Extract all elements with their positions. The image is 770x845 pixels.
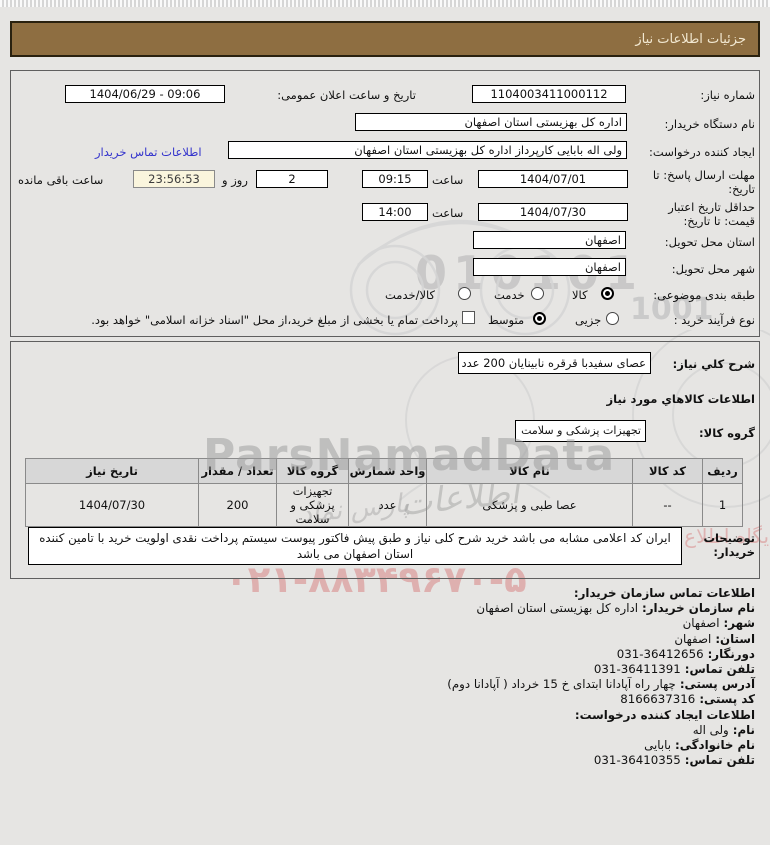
delivery-city-input[interactable]: اصفهان (473, 258, 626, 276)
radio-service[interactable] (531, 287, 544, 300)
treasury-payment-checkbox[interactable] (462, 311, 475, 324)
buyer-contact-link[interactable]: اطلاعات تماس خریدار (95, 145, 202, 159)
remaining-days-label: روز و (222, 173, 248, 187)
reply-deadline-label: مهلت ارسال پاسخ: تا تاریخ: (652, 168, 755, 196)
overall-need-input[interactable]: عصای سفیدبا قرقره نابینایان 200 عدد (458, 352, 651, 374)
need-info-panel (10, 70, 760, 337)
announce-datetime-label: تاریخ و ساعت اعلان عمومی: (277, 88, 416, 102)
cell-unit: عدد (348, 483, 427, 527)
need-number-label: شماره نیاز: (700, 88, 755, 102)
items-table-header-row: ردیف کد کالا نام کالا واحد شمارش گروه کا… (25, 458, 743, 484)
delivery-province-input[interactable]: اصفهان (473, 231, 626, 249)
contact-line: تلفن تماس:36410355-031 (593, 753, 755, 768)
price-validity-time-label: ساعت (432, 206, 464, 220)
radio-medium-label: متوسط (488, 313, 525, 327)
contact-line: شهر:اصفهان (682, 616, 755, 631)
request-creator-input[interactable]: ولی اله بابایی کارپرداز اداره کل بهزیستی… (228, 141, 627, 159)
buyer-org-label: نام دستگاه خریدار: (664, 117, 755, 131)
reply-deadline-date-input[interactable]: 1404/07/01 (478, 170, 628, 188)
col-item-code: کد کالا (632, 458, 703, 484)
reply-deadline-time-label: ساعت (432, 173, 464, 187)
goods-group-input[interactable]: تجهیزات پزشکی و سلامت (515, 420, 646, 442)
contact-line: تلفن تماس:36411391-031 (593, 662, 755, 677)
contact-line: نام سازمان خریدار:اداره کل بهزیستی استان… (476, 601, 755, 616)
price-validity-label: حداقل تاریخ اعتبار قیمت: تا تاریخ: (668, 200, 755, 228)
contact-line: استان:اصفهان (674, 631, 755, 646)
page-title: جزئیات اطلاعات نیاز (10, 21, 760, 57)
contact-line: کد پستی:8166637316 (620, 692, 755, 707)
buyer-notes-label: توضیحات خریدار: (703, 531, 756, 559)
col-item-name: نام کالا (426, 458, 633, 484)
buyer-notes-box[interactable]: ایران کد اعلامی مشابه می باشد خرید شرح ک… (28, 527, 682, 565)
contact-line: نام:ولی اله (692, 722, 755, 737)
items-table: ردیف کد کالا نام کالا واحد شمارش گروه کا… (25, 458, 743, 527)
overall-need-label: شرح کلي نیاز: (672, 357, 755, 371)
countdown-box: 23:56:53 (133, 170, 215, 188)
radio-goods[interactable] (601, 287, 614, 300)
cell-item-code: -- (632, 483, 703, 527)
creator-contact-heading: اطلاعات ایجاد کننده درخواست: (574, 707, 755, 722)
radio-medium[interactable] (533, 312, 546, 325)
col-row-number: ردیف (702, 458, 743, 484)
cell-row-number: 1 (702, 483, 743, 527)
delivery-province-label: استان محل تحویل: (664, 235, 755, 249)
col-quantity: تعداد / مقدار (198, 458, 277, 484)
goods-group-label: گروه کالا: (699, 426, 755, 440)
contact-line: آدرس پستی:چهار راه آپادانا ابتدای خ 15 خ… (447, 677, 755, 692)
process-type-label: نوع فرآیند خرید : (673, 313, 755, 327)
col-need-date: تاریخ نیاز (25, 458, 199, 484)
delivery-city-label: شهر محل تحویل: (671, 262, 755, 276)
cell-item-name: عصا طبی و پزشکی (426, 483, 633, 527)
col-unit: واحد شمارش (348, 458, 427, 484)
radio-service-label: خدمت (494, 288, 525, 302)
remaining-days-input[interactable]: 2 (256, 170, 328, 188)
category-label: طبقه بندی موضوعی: (653, 288, 755, 302)
contact-info-block: اطلاعات تماس سازمان خریدار: نام سازمان خ… (15, 586, 755, 768)
radio-goods-label: کالا (572, 288, 588, 302)
radio-goods-service[interactable] (458, 287, 471, 300)
radio-goods-service-label: کالا/خدمت (385, 288, 436, 302)
items-heading: اطلاعات کالاهاي مورد نیاز (606, 392, 755, 406)
contact-line: دورنگار:36412656-031 (616, 646, 755, 661)
org-contact-heading: اطلاعات تماس سازمان خریدار: (573, 586, 755, 600)
cell-group: تجهیزات پزشکی و سلامت (276, 483, 349, 527)
need-number-input[interactable]: 1104003411000112 (472, 85, 626, 103)
price-validity-time-input[interactable]: 14:00 (362, 203, 428, 221)
radio-minor[interactable] (606, 312, 619, 325)
announce-datetime-input[interactable]: 09:06 - 1404/06/29 (65, 85, 225, 103)
cell-need-date: 1404/07/30 (25, 483, 199, 527)
radio-minor-label: جزیی (575, 313, 602, 327)
top-decorative-strip (0, 0, 770, 7)
countdown-label: ساعت باقی مانده (18, 173, 104, 187)
treasury-payment-label: پرداخت تمام یا بخشی از مبلغ خرید،از محل … (91, 313, 458, 327)
cell-quantity: 200 (198, 483, 277, 527)
table-row: 1 -- عصا طبی و پزشکی عدد تجهیزات پزشکی و… (25, 483, 743, 527)
request-creator-label: ایجاد کننده درخواست: (649, 145, 755, 159)
page-title-label: جزئیات اطلاعات نیاز (635, 31, 746, 47)
price-validity-date-input[interactable]: 1404/07/30 (478, 203, 628, 221)
reply-deadline-time-input[interactable]: 09:15 (362, 170, 428, 188)
buyer-org-input[interactable]: اداره کل بهزیستی استان اصفهان (355, 113, 627, 131)
contact-line: نام خانوادگی:بابایی (644, 738, 755, 753)
col-group: گروه کالا (276, 458, 349, 484)
